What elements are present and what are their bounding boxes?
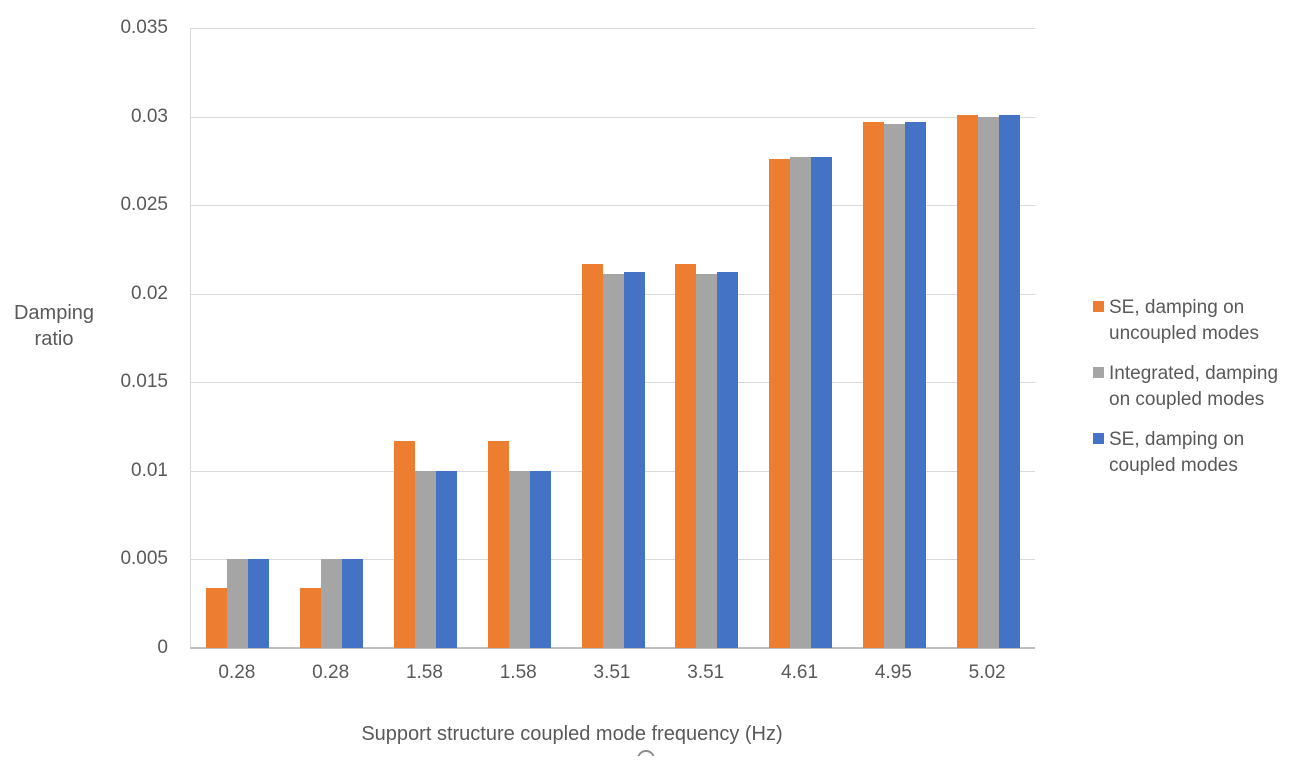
- bar-1-group-8: [862, 121, 884, 648]
- x-tick-label: 4.95: [874, 662, 912, 683]
- bar-2-group-9: [977, 116, 999, 648]
- bar-3-group-6: [717, 272, 739, 648]
- bar-3-group-5: [623, 272, 645, 648]
- x-tick-label: 1.58: [499, 662, 537, 683]
- x-axis-line: [190, 647, 1035, 649]
- y-axis-title-line1: Damping: [13, 302, 95, 324]
- x-tick-label: 3.51: [593, 662, 631, 683]
- legend-marker-icon: [1093, 301, 1104, 312]
- x-tick-label: 5.02: [968, 662, 1006, 683]
- legend-label: SE, damping on coupled modes: [1109, 429, 1245, 476]
- legend-label: SE, damping on uncoupled modes: [1109, 297, 1259, 344]
- bar-3-group-8: [904, 121, 926, 648]
- bar-2-group-2: [321, 559, 343, 648]
- bar-1-group-5: [581, 263, 603, 648]
- gridline: [191, 205, 1035, 207]
- bar-3-group-1: [248, 559, 270, 648]
- x-tick-label: 4.61: [781, 662, 819, 683]
- bar-1-group-6: [675, 263, 697, 648]
- x-tick-label: 0.28: [218, 662, 256, 683]
- y-axis-title-line2: ratio: [34, 328, 74, 350]
- bar-1-group-1: [206, 587, 228, 648]
- bar-3-group-4: [529, 470, 551, 648]
- bar-2-group-5: [602, 274, 624, 648]
- y-tick-label: 0.015: [120, 371, 168, 393]
- legend: SE, damping on uncoupled modes Integrated,…: [1093, 295, 1278, 479]
- y-axis-tick-labels: 0 0.005 0.01 0.015 0.02 0.025 0.03 0.035: [0, 0, 168, 771]
- x-tick-label: 1.58: [405, 662, 443, 683]
- bar-1-group-7: [769, 159, 791, 648]
- legend-marker-icon: [1093, 367, 1104, 378]
- bar-2-group-8: [883, 123, 905, 648]
- bar-2-group-4: [508, 470, 530, 648]
- y-tick-label: 0.03: [131, 105, 168, 127]
- bar-3-group-9: [998, 114, 1020, 648]
- y-tick-label: 0.02: [131, 282, 168, 304]
- legend-item-3: SE, damping on coupled modes: [1093, 427, 1278, 479]
- legend-marker-icon: [1093, 433, 1104, 444]
- y-tick-label: 0: [157, 637, 168, 658]
- gridline: [191, 116, 1035, 118]
- bar-1-group-2: [300, 587, 322, 648]
- y-tick-label: 0.005: [120, 548, 168, 570]
- cropped-text-fragment: [635, 750, 655, 756]
- y-tick-label: 0.025: [120, 194, 168, 216]
- y-tick-label: 0.01: [131, 459, 168, 481]
- partial-glyph: [637, 750, 655, 756]
- legend-label: Integrated, damping on coupled modes: [1109, 363, 1279, 410]
- y-tick-label: 0.035: [120, 17, 168, 38]
- gridline: [191, 28, 1035, 29]
- bar-2-group-1: [227, 559, 249, 648]
- x-axis-tick-labels: 0.28 0.28 1.58 1.58 3.51 3.51 4.61 4.95 5.02: [0, 661, 1296, 687]
- bar-3-group-2: [342, 559, 364, 648]
- bar-3-group-3: [435, 470, 457, 648]
- legend-item-1: SE, damping on uncoupled modes: [1093, 295, 1278, 347]
- bar-1-group-4: [487, 440, 509, 648]
- bar-1-group-3: [393, 440, 415, 648]
- x-tick-label: 0.28: [312, 662, 350, 683]
- bar-1-group-9: [956, 114, 978, 648]
- y-axis-title: Damping ratio: [0, 300, 108, 352]
- x-tick-label: 3.51: [687, 662, 725, 683]
- bar-3-group-7: [811, 157, 833, 648]
- plot-area: [190, 28, 1035, 649]
- bar-2-group-7: [790, 157, 812, 648]
- legend-item-2: Integrated, damping on coupled modes: [1093, 361, 1278, 413]
- bar-2-group-6: [696, 274, 718, 648]
- bar-2-group-3: [414, 470, 436, 648]
- x-axis-title: Support structure coupled mode frequency…: [361, 723, 783, 745]
